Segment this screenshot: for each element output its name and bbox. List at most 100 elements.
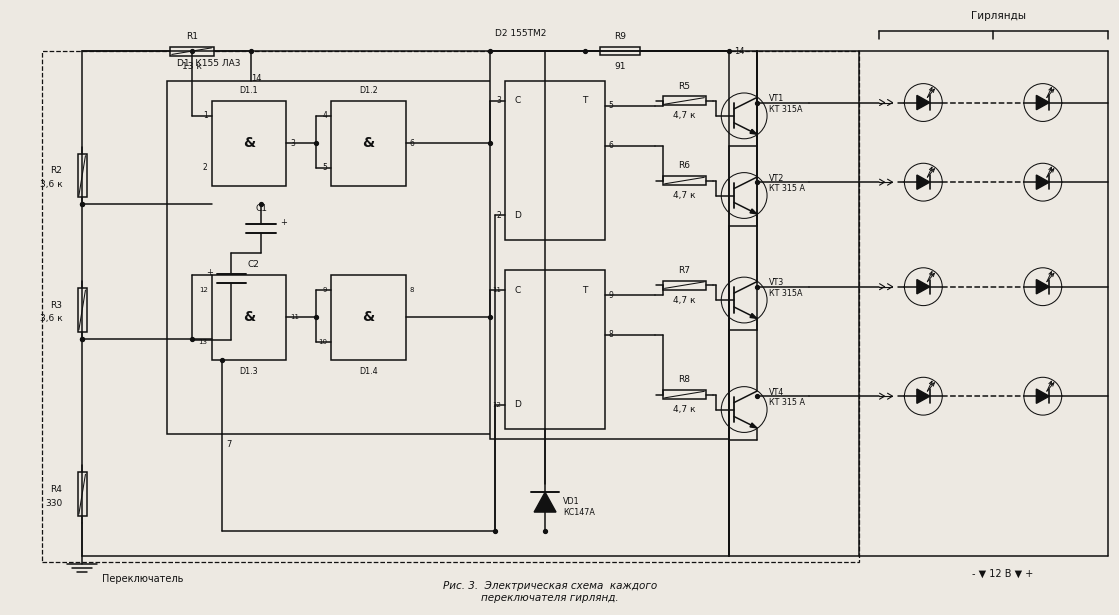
Bar [662, 176, 706, 185]
Bar [662, 97, 706, 105]
Bar [170, 47, 214, 55]
Bar [600, 47, 640, 55]
Text: R4: R4 [50, 485, 63, 494]
Text: 5: 5 [609, 101, 613, 111]
Text: 4,7 к: 4,7 к [674, 296, 696, 304]
Text: D: D [514, 211, 520, 220]
Text: 13: 13 [198, 339, 208, 345]
Polygon shape [750, 129, 756, 134]
Text: VT2
КТ 315 А: VT2 КТ 315 А [769, 174, 805, 193]
Text: R5: R5 [678, 82, 690, 90]
Polygon shape [534, 492, 556, 512]
Text: 6: 6 [609, 141, 613, 150]
Text: T: T [582, 97, 587, 105]
Text: 1: 1 [203, 111, 208, 121]
Bar [331, 101, 406, 186]
Text: 5: 5 [322, 163, 327, 172]
Text: 2: 2 [203, 163, 208, 172]
Polygon shape [916, 175, 930, 189]
Text: 3: 3 [497, 97, 501, 105]
Text: 3: 3 [290, 139, 295, 148]
Text: 12: 12 [199, 287, 208, 293]
Text: R8: R8 [678, 375, 690, 384]
Text: D1.2: D1.2 [359, 87, 378, 95]
Text: 9: 9 [322, 287, 327, 293]
Text: 8: 8 [410, 287, 414, 293]
Text: Гирлянды: Гирлянды [970, 11, 1025, 22]
Bar [43, 51, 858, 562]
Bar [662, 390, 706, 399]
Text: &: & [243, 137, 255, 150]
Text: D1.1: D1.1 [239, 87, 258, 95]
Text: R6: R6 [678, 161, 690, 170]
Text: VT3
КТ 315А: VT3 КТ 315А [769, 279, 802, 298]
Bar [490, 51, 730, 439]
Text: 11: 11 [492, 287, 501, 293]
Text: Рис. 3.  Электрическая схема  каждого
переключателя гирлянд.: Рис. 3. Электрическая схема каждого пере… [443, 581, 657, 603]
Polygon shape [1036, 389, 1050, 403]
Text: &: & [363, 311, 375, 325]
Text: D1.4: D1.4 [359, 367, 378, 376]
Text: 4: 4 [322, 111, 327, 121]
Text: 4,7 к: 4,7 к [674, 405, 696, 414]
Text: R9: R9 [613, 32, 626, 41]
Text: VD1
КС147А: VD1 КС147А [563, 498, 595, 517]
Text: &: & [363, 137, 375, 150]
Text: 3,6 к: 3,6 к [39, 180, 63, 189]
Text: +: + [280, 218, 286, 227]
Bar [662, 280, 706, 290]
Bar [506, 81, 604, 240]
Text: 6: 6 [410, 139, 414, 148]
Bar [211, 101, 286, 186]
Polygon shape [1036, 95, 1050, 109]
Text: 13 к: 13 к [181, 62, 201, 71]
Polygon shape [916, 389, 930, 403]
Text: 12: 12 [492, 402, 501, 408]
Text: 2: 2 [497, 211, 501, 220]
Text: C: C [514, 285, 520, 295]
Bar [167, 81, 506, 434]
Text: R3: R3 [50, 301, 63, 309]
Text: 7: 7 [226, 440, 232, 449]
Text: 330: 330 [45, 499, 63, 507]
Polygon shape [916, 95, 930, 109]
Text: 4,7 к: 4,7 к [674, 191, 696, 200]
Text: 10: 10 [318, 339, 327, 345]
Text: VT4
КТ 315 А: VT4 КТ 315 А [769, 388, 805, 407]
Bar [77, 154, 86, 197]
Text: D: D [514, 400, 520, 409]
Polygon shape [750, 314, 756, 319]
Polygon shape [1036, 280, 1050, 294]
Text: +: + [206, 268, 213, 277]
Text: D2 155ТМ2: D2 155ТМ2 [496, 29, 547, 38]
Text: 14: 14 [251, 74, 262, 82]
Text: VT1
КТ 315А: VT1 КТ 315А [769, 94, 802, 114]
Text: C1: C1 [255, 204, 267, 213]
Text: 91: 91 [614, 62, 626, 71]
Text: - ▼ 12 В ▼ +: - ▼ 12 В ▼ + [972, 569, 1034, 579]
Bar [77, 472, 86, 516]
Text: C2: C2 [247, 260, 260, 269]
Text: 11: 11 [290, 314, 299, 320]
Text: 8: 8 [609, 330, 613, 339]
Text: 4,7 к: 4,7 к [674, 111, 696, 121]
Text: T: T [582, 285, 587, 295]
Polygon shape [916, 280, 930, 294]
Text: 14: 14 [734, 47, 745, 56]
Polygon shape [1036, 175, 1050, 189]
Text: 3,6 к: 3,6 к [39, 314, 63, 323]
Bar [506, 270, 604, 429]
Text: D1  К155 ЛА3: D1 К155 ЛА3 [177, 58, 241, 68]
Text: D1.3: D1.3 [239, 367, 258, 376]
Text: R1: R1 [186, 32, 198, 41]
Text: R2: R2 [50, 166, 63, 175]
Bar [331, 275, 406, 360]
Text: C: C [514, 97, 520, 105]
Polygon shape [750, 423, 756, 428]
Bar [211, 275, 286, 360]
Text: R7: R7 [678, 266, 690, 275]
Bar [77, 288, 86, 332]
Text: Переключатель: Переключатель [102, 574, 184, 584]
Text: 9: 9 [609, 290, 613, 300]
Polygon shape [750, 209, 756, 214]
